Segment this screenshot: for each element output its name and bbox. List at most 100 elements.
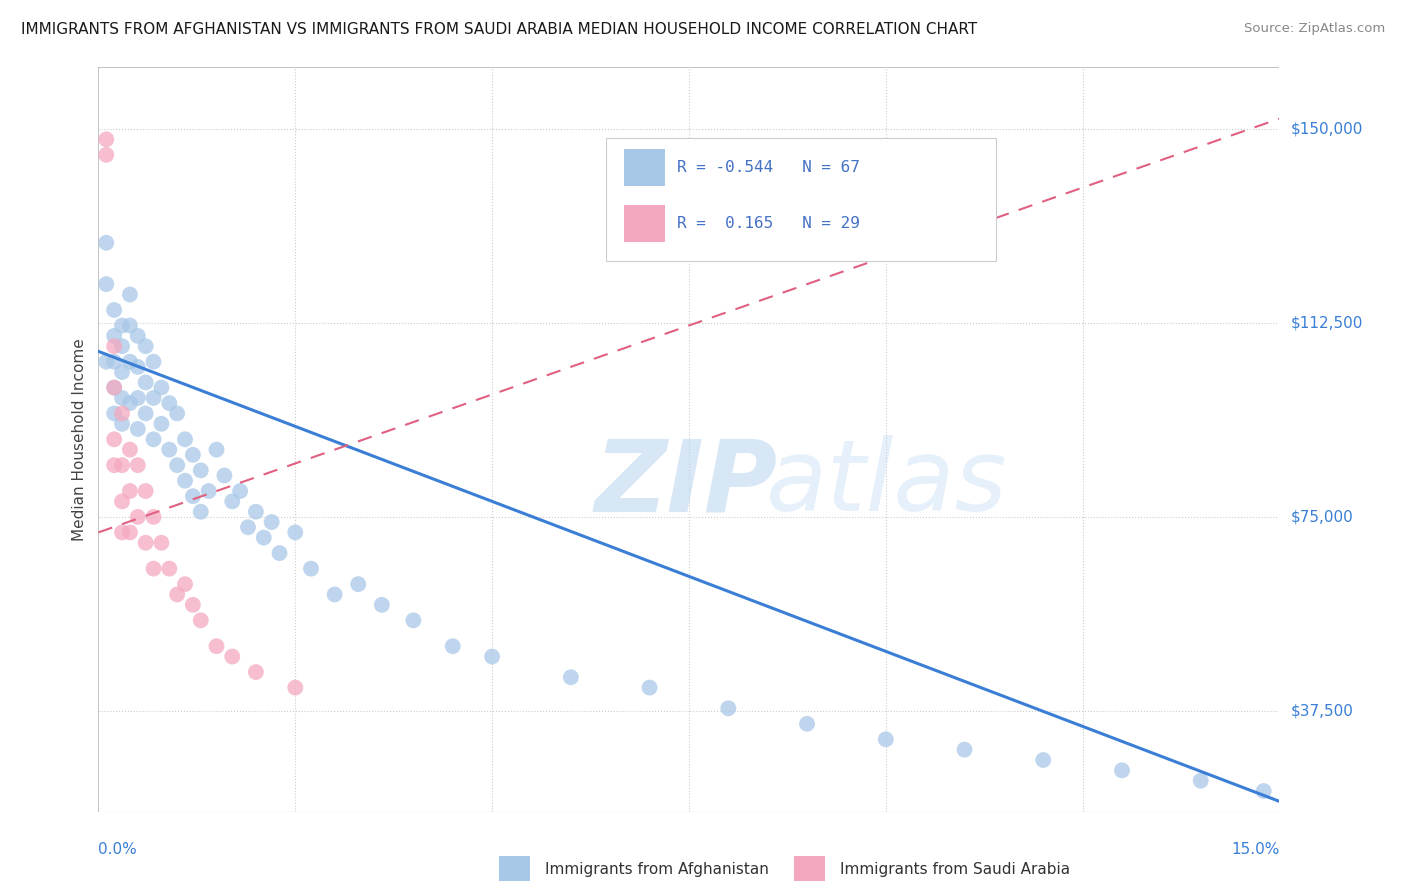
Point (127, 422, 149, 436)
Point (111, 407, 134, 421)
Point (174, 474, 197, 488)
Point (229, 483, 252, 498)
Point (347, 577, 370, 591)
Point (875, 732, 897, 747)
Point (245, 665, 267, 679)
Text: ZIP: ZIP (595, 435, 778, 533)
Point (135, 535, 157, 549)
Point (111, 458, 134, 472)
Point (323, 587, 346, 601)
Point (111, 417, 134, 431)
Point (174, 433, 197, 447)
Point (371, 598, 394, 612)
Point (142, 391, 165, 405)
Text: IMMIGRANTS FROM AFGHANISTAN VS IMMIGRANTS FROM SAUDI ARABIA MEDIAN HOUSEHOLD INC: IMMIGRANTS FROM AFGHANISTAN VS IMMIGRANT… (21, 22, 977, 37)
Point (111, 494, 134, 508)
Point (190, 613, 212, 627)
Point (1032, 753, 1054, 767)
Point (103, 381, 125, 395)
Point (103, 355, 125, 369)
Point (118, 396, 141, 410)
Point (1189, 773, 1212, 788)
Point (441, 639, 464, 653)
Point (118, 525, 141, 540)
Point (111, 339, 134, 353)
Point (135, 339, 157, 353)
Point (402, 613, 425, 627)
Point (245, 505, 267, 519)
Point (103, 339, 125, 353)
Point (221, 649, 243, 664)
Text: 0.0%: 0.0% (98, 842, 138, 857)
Point (103, 381, 125, 395)
Point (284, 525, 307, 540)
Point (166, 587, 188, 601)
Y-axis label: Median Household Income: Median Household Income (72, 338, 87, 541)
Point (111, 365, 134, 379)
Point (150, 381, 173, 395)
Point (118, 442, 141, 457)
Point (205, 639, 228, 653)
Bar (624, 149, 665, 186)
Point (253, 531, 276, 545)
Point (118, 483, 141, 498)
Point (269, 546, 291, 560)
Point (481, 649, 503, 664)
Point (96, 235, 118, 250)
Point (96, 355, 118, 369)
Point (111, 318, 134, 333)
Point (181, 448, 204, 462)
Point (260, 515, 283, 529)
Point (1111, 764, 1133, 778)
Point (142, 561, 165, 575)
FancyBboxPatch shape (606, 137, 995, 260)
Point (166, 407, 188, 421)
Point (197, 483, 219, 498)
Point (166, 458, 188, 472)
Bar (624, 204, 665, 242)
Point (796, 716, 818, 731)
Point (142, 509, 165, 524)
Point (181, 489, 204, 503)
Point (157, 396, 180, 410)
Point (299, 561, 322, 575)
Text: Immigrants from Saudi Arabia: Immigrants from Saudi Arabia (801, 863, 1070, 877)
Point (150, 417, 173, 431)
Point (103, 458, 125, 472)
Text: R = -0.544   N = 67: R = -0.544 N = 67 (678, 160, 860, 175)
Point (953, 742, 976, 756)
Point (157, 442, 180, 457)
Point (221, 494, 243, 508)
Point (127, 509, 149, 524)
Point (96, 148, 118, 162)
Text: 15.0%: 15.0% (1232, 842, 1279, 857)
Point (111, 391, 134, 405)
Point (118, 287, 141, 301)
Point (717, 701, 740, 715)
Point (135, 483, 157, 498)
Point (111, 525, 134, 540)
Point (103, 329, 125, 343)
Point (284, 681, 307, 695)
Text: $75,000: $75,000 (1291, 509, 1354, 524)
Text: R =  0.165   N = 29: R = 0.165 N = 29 (678, 216, 860, 231)
Point (127, 329, 149, 343)
Point (142, 433, 165, 447)
Point (142, 355, 165, 369)
Point (127, 359, 149, 374)
Point (96, 277, 118, 292)
Point (150, 535, 173, 549)
Text: Immigrants from Afghanistan: Immigrants from Afghanistan (506, 863, 769, 877)
Point (190, 463, 212, 477)
Point (236, 520, 259, 534)
Point (181, 598, 204, 612)
Point (135, 376, 157, 390)
Point (103, 433, 125, 447)
Point (135, 407, 157, 421)
Point (118, 355, 141, 369)
Text: $112,500: $112,500 (1291, 316, 1362, 330)
Text: Source: ZipAtlas.com: Source: ZipAtlas.com (1244, 22, 1385, 36)
Point (103, 407, 125, 421)
Point (103, 303, 125, 318)
Point (174, 577, 197, 591)
